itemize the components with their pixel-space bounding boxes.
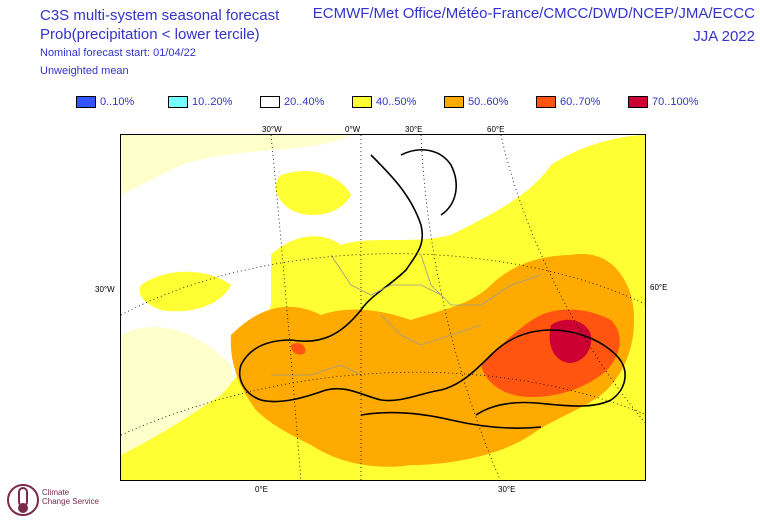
chart-subtitle: Prob(precipitation < lower tercile): [40, 26, 260, 43]
lon-label-30w-left: 30°W: [95, 285, 115, 294]
logo-text-line2: Change Service: [42, 497, 99, 506]
centres-text: ECMWF/Met Office/Météo-France/CMCC/DWD/N…: [312, 5, 755, 22]
season-text: JJA 2022: [693, 28, 755, 45]
legend-label: 40..50%: [376, 96, 417, 108]
legend-label: 10..20%: [192, 96, 233, 108]
region-20-40-gap: [371, 209, 421, 237]
header-left: C3S multi-system seasonal forecast Prob(…: [40, 6, 279, 78]
climate-logo-icon: [7, 484, 39, 516]
region-40-50-north: [275, 171, 351, 215]
legend-swatch: [352, 96, 372, 108]
lon-label-30e-bottom: 30°E: [498, 485, 516, 494]
copernicus-logo: Climate Change Service: [4, 480, 114, 520]
logo-text-line1: Climate: [42, 488, 70, 497]
lon-label-30e-top: 30°E: [405, 125, 423, 134]
region-40-50-atlantic: [139, 271, 231, 312]
ocean-tint-north: [121, 135, 351, 195]
country-borders: [271, 254, 542, 376]
probability-map: [120, 134, 646, 481]
legend-label: 70..100%: [652, 96, 699, 108]
lon-label-0-top: 0°W: [345, 125, 361, 134]
forecast-start-text: Nominal forecast start: 01/04/22: [40, 47, 196, 59]
mean-type-text: Unweighted mean: [40, 65, 129, 77]
coastlines: [239, 149, 626, 429]
legend-swatch: [76, 96, 96, 108]
graticule: [121, 135, 645, 480]
map-canvas: [121, 135, 645, 480]
legend-swatch: [444, 96, 464, 108]
lon-label-0-bottom: 0°E: [255, 485, 268, 494]
header-right: ECMWF/Met Office/Météo-France/CMCC/DWD/N…: [313, 4, 755, 46]
legend-swatch: [260, 96, 280, 108]
legend-label: 20..40%: [284, 96, 325, 108]
legend-swatch: [168, 96, 188, 108]
region-20-40-gap-scandinavia: [449, 149, 486, 176]
legend-label: 50..60%: [468, 96, 509, 108]
legend-label: 0..10%: [100, 96, 135, 108]
region-60-70-iberia: [291, 342, 306, 355]
legend-swatch: [536, 96, 556, 108]
region-50-60: [230, 254, 635, 467]
legend-swatch: [628, 96, 648, 108]
lon-label-60e-top: 60°E: [487, 125, 505, 134]
lon-label-60e-right: 60°E: [650, 283, 668, 292]
chart-title: C3S multi-system seasonal forecast: [40, 7, 280, 24]
legend-label: 60..70%: [560, 96, 601, 108]
lon-label-30w-top: 30°W: [262, 125, 282, 134]
